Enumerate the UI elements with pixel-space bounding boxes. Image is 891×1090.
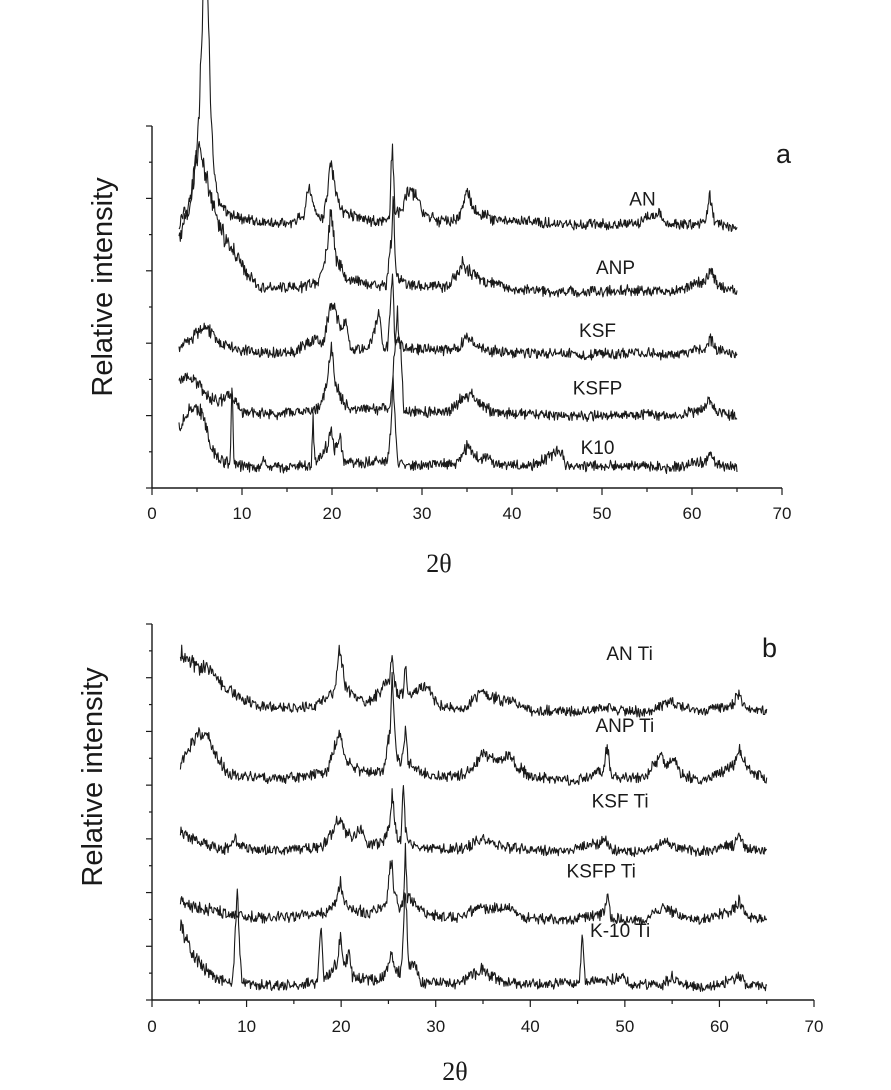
x-tick-label: 60: [710, 1017, 729, 1036]
x-axis-label: 2θ: [426, 549, 451, 578]
x-tick-label: 60: [683, 504, 702, 523]
series-label: KSFP: [573, 378, 623, 399]
x-tick-label: 20: [323, 504, 342, 523]
series-trace-k10: [178, 375, 738, 475]
x-tick-label: 40: [521, 1017, 540, 1036]
series-trace-an: [178, 0, 738, 233]
panel-letter: b: [762, 633, 777, 663]
series-label: AN: [629, 189, 655, 210]
x-tick-label: 0: [147, 1017, 156, 1036]
series-label: K-10 Ti: [590, 921, 650, 942]
y-axis-label: Relative intensity: [77, 667, 109, 887]
series-label: KSFP Ti: [567, 862, 636, 883]
x-tick-label: 70: [773, 504, 792, 523]
series-label: KSF: [579, 321, 616, 342]
x-tick-label: 40: [503, 504, 522, 523]
series-trace-ksfp: [178, 305, 738, 423]
series-trace-an-ti: [179, 644, 768, 718]
series-label: ANP: [596, 258, 635, 279]
panel-letter: a: [776, 139, 792, 169]
panel-a-chart: 0 10 20 30 40 50 60 70 Relative intensity 2θ a AN AN…: [87, 0, 792, 578]
series-trace-k-10-ti: [179, 888, 768, 992]
x-tick-label: 50: [615, 1017, 634, 1036]
x-tick-label: 10: [237, 1017, 256, 1036]
x-tick-label: 70: [805, 1017, 824, 1036]
x-tick-label: 30: [426, 1017, 445, 1036]
panel-b-chart: 0 10 20 30 40 50 60 70 Relative intensity 2θ b AN T…: [77, 623, 824, 1086]
x-tick-label: 10: [233, 504, 252, 523]
series-label: K10: [581, 438, 615, 459]
series-trace-ksfp-ti: [179, 842, 768, 926]
series-label: KSF Ti: [592, 791, 649, 812]
x-tick-label: 50: [593, 504, 612, 523]
series-trace-anp: [178, 141, 738, 298]
series-trace-anp-ti: [179, 671, 768, 786]
x-tick-label: 20: [332, 1017, 351, 1036]
series-trace-ksf: [178, 273, 738, 361]
series-label: AN Ti: [606, 644, 652, 665]
series-label: ANP Ti: [595, 716, 654, 737]
x-tick-label: 0: [147, 504, 156, 523]
x-tick-label: 30: [413, 504, 432, 523]
y-axis-label: Relative intensity: [87, 177, 119, 397]
x-axis-label: 2θ: [442, 1057, 467, 1086]
series-trace-ksf-ti: [179, 784, 768, 858]
